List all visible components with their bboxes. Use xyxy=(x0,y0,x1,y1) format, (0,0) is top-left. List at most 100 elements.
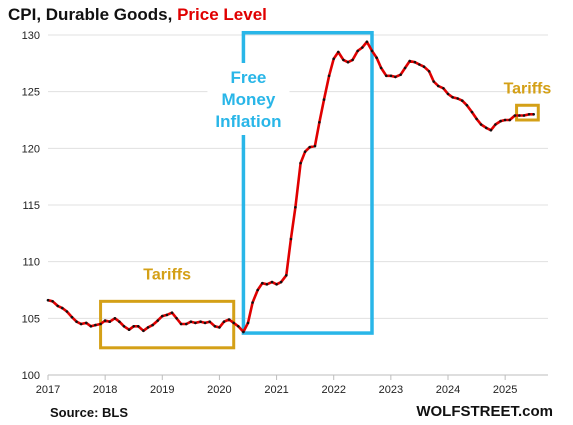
data-point xyxy=(185,322,188,326)
data-point xyxy=(489,128,493,132)
data-point xyxy=(432,80,436,83)
data-point xyxy=(213,325,217,328)
data-point xyxy=(418,63,421,66)
data-point xyxy=(208,320,211,324)
data-point xyxy=(89,325,93,328)
data-point xyxy=(199,320,202,324)
data-point xyxy=(122,325,126,328)
data-point xyxy=(170,311,174,315)
data-point xyxy=(494,123,497,126)
data-point xyxy=(85,321,88,325)
data-point xyxy=(294,206,297,209)
data-point xyxy=(137,325,140,328)
y-tick-label: 130 xyxy=(22,30,40,42)
source-label: Source: BLS xyxy=(50,405,129,420)
data-point xyxy=(399,73,402,76)
data-point xyxy=(270,280,274,284)
data-point xyxy=(79,322,83,326)
data-point xyxy=(442,87,445,90)
annotation-label-free-money-inflation: Inflation xyxy=(215,112,281,131)
data-point xyxy=(451,96,454,99)
data-point xyxy=(485,126,488,130)
data-point xyxy=(346,60,350,64)
cpi-series-line xyxy=(47,40,534,334)
data-point xyxy=(175,317,178,320)
data-point xyxy=(308,145,312,149)
data-point xyxy=(446,92,450,96)
data-point xyxy=(94,323,97,327)
data-point xyxy=(499,119,502,123)
data-point xyxy=(285,274,288,277)
data-point xyxy=(303,150,307,153)
chart-title: CPI, Durable Goods, Price Level xyxy=(8,5,267,25)
data-point xyxy=(351,58,354,62)
data-point xyxy=(322,98,326,101)
data-point xyxy=(365,40,369,44)
data-point xyxy=(327,74,331,78)
data-point xyxy=(194,321,197,325)
data-point xyxy=(289,237,293,241)
data-point xyxy=(227,318,231,321)
data-point xyxy=(56,304,59,308)
data-point xyxy=(532,113,535,116)
data-point xyxy=(99,322,102,326)
data-point xyxy=(375,56,378,59)
data-point xyxy=(75,320,78,324)
data-point xyxy=(465,104,469,107)
data-point xyxy=(189,320,193,324)
data-point xyxy=(379,66,383,70)
data-point xyxy=(161,314,164,318)
data-point xyxy=(222,320,226,324)
data-point xyxy=(513,114,517,117)
data-point xyxy=(251,301,254,304)
data-point xyxy=(342,58,345,62)
data-point xyxy=(203,321,207,325)
data-point xyxy=(118,320,121,324)
data-point xyxy=(265,283,269,286)
y-tick-label: 100 xyxy=(22,370,40,382)
data-point xyxy=(108,320,111,324)
data-point xyxy=(132,325,135,328)
data-point xyxy=(332,57,336,61)
data-point xyxy=(279,280,283,284)
data-point xyxy=(61,306,64,310)
x-tick-label: 2022 xyxy=(321,384,345,396)
annotation-labels: Tariffs Free Money Inflation Tariffs xyxy=(143,63,551,283)
data-point xyxy=(232,321,235,325)
data-point xyxy=(313,144,317,148)
data-point xyxy=(318,121,321,124)
data-point xyxy=(70,315,74,319)
data-point xyxy=(275,283,278,286)
y-tick-label: 110 xyxy=(22,257,40,269)
x-tick-label: 2023 xyxy=(379,384,403,396)
data-point xyxy=(65,310,69,313)
data-point xyxy=(508,118,512,122)
annotation-boxes xyxy=(99,30,540,350)
data-point xyxy=(479,123,483,126)
annotation-label-tariffs-2018: Tariffs xyxy=(143,266,191,283)
data-point xyxy=(337,50,340,54)
annotation-box xyxy=(241,30,374,335)
data-point xyxy=(179,322,183,326)
data-point xyxy=(503,118,507,122)
x-tick-label: 2020 xyxy=(207,384,231,396)
data-point xyxy=(385,74,388,78)
y-tick-label: 105 xyxy=(22,313,40,325)
title-main: CPI, Durable Goods, xyxy=(8,5,178,24)
y-tick-label: 115 xyxy=(22,200,40,212)
data-point xyxy=(246,321,250,325)
data-point xyxy=(518,114,521,117)
title-accent: Price Level xyxy=(177,5,267,24)
data-point xyxy=(356,49,360,53)
axes: 100 105 110 115 120 125 130 2017 2018 2019 2020 202… xyxy=(22,30,548,396)
y-tick-label: 125 xyxy=(22,87,40,99)
brand-label: WOLFSTREET.com xyxy=(416,403,553,420)
annotation-label-free-money-inflation: Money xyxy=(222,90,276,109)
data-point xyxy=(237,325,240,328)
data-point xyxy=(151,323,154,327)
data-point xyxy=(437,84,440,88)
series-group xyxy=(46,40,535,334)
x-tick-label: 2025 xyxy=(493,384,517,396)
data-point xyxy=(408,59,412,63)
data-point xyxy=(156,319,159,322)
